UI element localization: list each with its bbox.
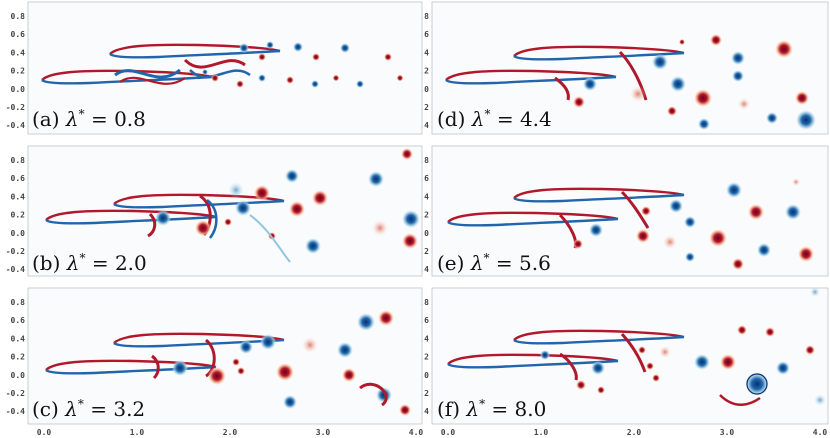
panel-label-e: (e) λ* = 5.6 (437, 251, 551, 275)
y-tick-label: 0.8 (11, 298, 26, 307)
y-tick-label: -0.4 (6, 121, 25, 130)
panel-label-b: (b) λ* = 2.0 (32, 251, 147, 275)
y-tick-label: -0.2 (6, 103, 25, 112)
x-tick-label: 2.0 (627, 428, 642, 437)
y-tick-label: 0.8 (11, 12, 26, 21)
panel-label-a: (a) λ* = 0.8 (32, 107, 146, 131)
x-tick-label: 1.0 (534, 428, 549, 437)
y-tick-label: 0.0 (11, 85, 26, 94)
panel-label-c: (c) λ* = 3.2 (32, 397, 145, 421)
y-tick-label: 0.2 (11, 353, 26, 362)
y-tick-label: -0.4 (6, 407, 25, 416)
y-tick-label: -0.2 (6, 389, 25, 398)
x-tick-label: 3.0 (720, 428, 735, 437)
y-tick-label: 0.6 (11, 30, 26, 39)
y-tick-label: 0.4 (11, 334, 26, 343)
x-tick-label: 1.0 (130, 428, 145, 437)
y-tick-label: 0.0 (11, 229, 26, 238)
y-tick-label: 0.0 (11, 371, 26, 380)
panel-a (27, 1, 423, 135)
x-tick-label: 2.0 (223, 428, 238, 437)
x-tick-label: 4.0 (409, 428, 424, 437)
x-tick-label: 4.0 (813, 428, 828, 437)
y-tick-label: -0.2 (6, 247, 25, 256)
y-tick-label: 0.4 (11, 192, 26, 201)
x-tick-label: 0.0 (37, 428, 52, 437)
y-tick-label: 0.4 (11, 48, 26, 57)
panel-label-f: (f) λ* = 8.0 (437, 397, 546, 421)
y-tick-label: -0.4 (6, 265, 25, 274)
y-tick-label: 0.2 (11, 67, 26, 76)
x-tick-label: 0.0 (441, 428, 456, 437)
y-tick-label: 0.6 (11, 316, 26, 325)
x-tick-label: 3.0 (316, 428, 331, 437)
panel-b (27, 145, 423, 277)
y-tick-label: 0.2 (11, 211, 26, 220)
panel-e (431, 145, 829, 277)
y-tick-label: 0.8 (11, 156, 26, 165)
panel-d (431, 1, 829, 135)
panel-c (27, 287, 423, 425)
panel-label-d: (d) λ* = 4.4 (437, 107, 552, 131)
y-tick-label: 0.6 (11, 174, 26, 183)
panel-f (431, 287, 829, 425)
